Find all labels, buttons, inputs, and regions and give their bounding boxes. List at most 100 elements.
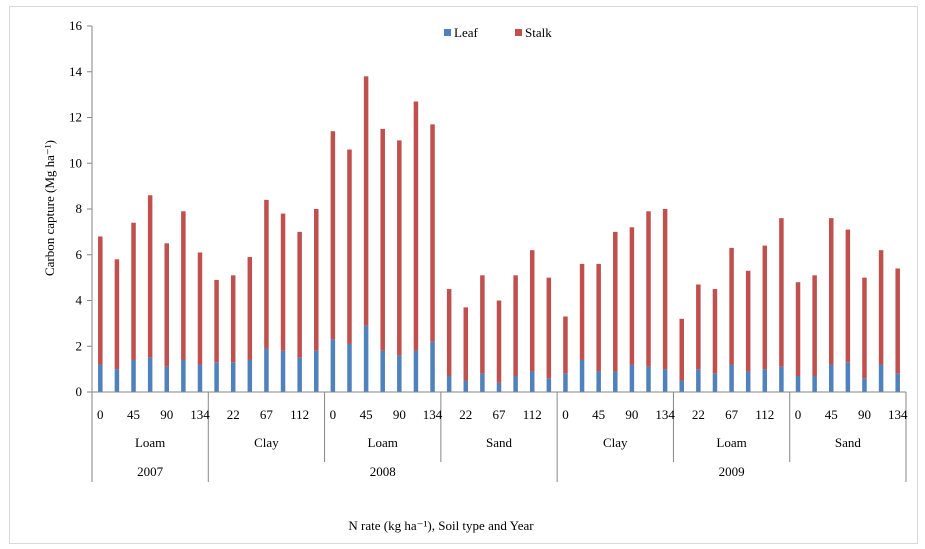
bar-leaf	[380, 350, 385, 392]
bar-stalk	[646, 211, 651, 367]
soil-type-label: Clay	[603, 435, 628, 450]
bar-leaf	[613, 371, 618, 392]
bar-leaf	[513, 375, 518, 392]
bar-stalk	[430, 124, 435, 342]
bar-stalk	[496, 300, 502, 383]
bar-stalk	[613, 231, 618, 372]
bar-stalk	[862, 277, 867, 379]
soil-type-label: Sand	[835, 435, 862, 450]
n-rate-tick-label: 112	[755, 407, 774, 422]
chart-frame	[9, 6, 918, 544]
n-rate-tick-label: 22	[692, 407, 705, 422]
bar-stalk	[596, 263, 601, 372]
bar-stalk	[529, 250, 535, 372]
bar-leaf	[363, 325, 369, 392]
bar-leaf	[496, 382, 502, 392]
bar-leaf	[463, 380, 469, 392]
y-tick-label: 10	[69, 155, 82, 170]
bar-stalk	[413, 101, 419, 351]
bar-leaf	[762, 369, 768, 392]
legend-label: Leaf	[454, 25, 478, 40]
n-rate-tick-label: 134	[423, 407, 443, 422]
y-tick-label: 2	[76, 338, 83, 353]
x-axis-title: N rate (kg ha⁻¹), Soil type and Year	[348, 518, 534, 533]
bar-leaf	[529, 371, 535, 392]
bar-leaf	[845, 362, 851, 392]
y-tick-label: 12	[69, 110, 82, 125]
bar-leaf	[197, 364, 203, 392]
soil-type-label: Loam	[716, 435, 746, 450]
n-rate-tick-label: 67	[493, 407, 507, 422]
bar-stalk	[230, 275, 236, 363]
bar-leaf	[878, 364, 884, 392]
bar-stalk	[463, 307, 469, 381]
legend-swatch	[444, 29, 451, 36]
bar-leaf	[862, 378, 867, 392]
bar-stalk	[314, 209, 319, 351]
bar-leaf	[579, 359, 585, 392]
bar-leaf	[330, 339, 336, 392]
bar-stalk	[147, 195, 153, 358]
soil-type-label: Loam	[368, 435, 398, 450]
bar-stalk	[446, 289, 452, 376]
n-rate-tick-label: 22	[459, 407, 472, 422]
bar-leaf	[247, 359, 253, 392]
y-tick-label: 16	[69, 18, 83, 33]
bar-stalk	[397, 140, 402, 356]
bar-stalk	[696, 284, 701, 370]
n-rate-tick-label: 112	[290, 407, 309, 422]
n-rate-tick-label: 45	[592, 407, 605, 422]
bar-stalk	[828, 218, 834, 365]
n-rate-tick-label: 0	[97, 407, 104, 422]
n-rate-tick-label: 67	[725, 407, 739, 422]
bar-stalk	[712, 289, 718, 374]
n-rate-tick-label: 112	[523, 407, 542, 422]
bar-stalk	[895, 268, 900, 374]
n-rate-tick-label: 90	[160, 407, 173, 422]
bar-stalk	[98, 236, 103, 365]
legend-label: Stalk	[525, 25, 552, 40]
bar-stalk	[181, 211, 186, 360]
n-rate-tick-label: 45	[360, 407, 373, 422]
bar-leaf	[280, 350, 286, 392]
bar-leaf	[147, 357, 153, 392]
bar-stalk	[745, 270, 751, 372]
bar-stalk	[762, 245, 768, 370]
bar-leaf	[297, 357, 302, 392]
bar-stalk	[247, 257, 253, 360]
n-rate-tick-label: 45	[825, 407, 838, 422]
bar-leaf	[397, 355, 402, 392]
bar-stalk	[197, 252, 203, 365]
n-rate-tick-label: 134	[888, 407, 908, 422]
bar-leaf	[712, 373, 718, 392]
bar-leaf	[214, 362, 219, 392]
bar-leaf	[131, 359, 136, 392]
bar-leaf	[696, 369, 701, 392]
year-label: 2007	[137, 464, 164, 479]
n-rate-tick-label: 45	[127, 407, 140, 422]
bar-stalk	[214, 279, 219, 363]
n-rate-tick-label: 90	[858, 407, 871, 422]
bar-stalk	[795, 282, 801, 376]
soil-type-label: Loam	[135, 435, 165, 450]
y-tick-label: 14	[69, 64, 83, 79]
bar-leaf	[596, 371, 601, 392]
bar-stalk	[579, 263, 585, 360]
bar-leaf	[662, 369, 668, 392]
bar-leaf	[413, 350, 419, 392]
year-label: 2008	[370, 464, 396, 479]
year-label: 2009	[719, 464, 745, 479]
bar-leaf	[779, 366, 784, 392]
bar-leaf	[828, 364, 834, 392]
n-rate-tick-label: 90	[393, 407, 406, 422]
bar-stalk	[812, 275, 817, 376]
bar-stalk	[662, 209, 668, 370]
bar-stalk	[347, 149, 352, 344]
bar-stalk	[363, 76, 369, 326]
bar-stalk	[729, 247, 734, 365]
bar-stalk	[679, 318, 684, 381]
bar-leaf	[546, 378, 552, 392]
bar-stalk	[330, 131, 336, 340]
n-rate-tick-label: 134	[655, 407, 675, 422]
